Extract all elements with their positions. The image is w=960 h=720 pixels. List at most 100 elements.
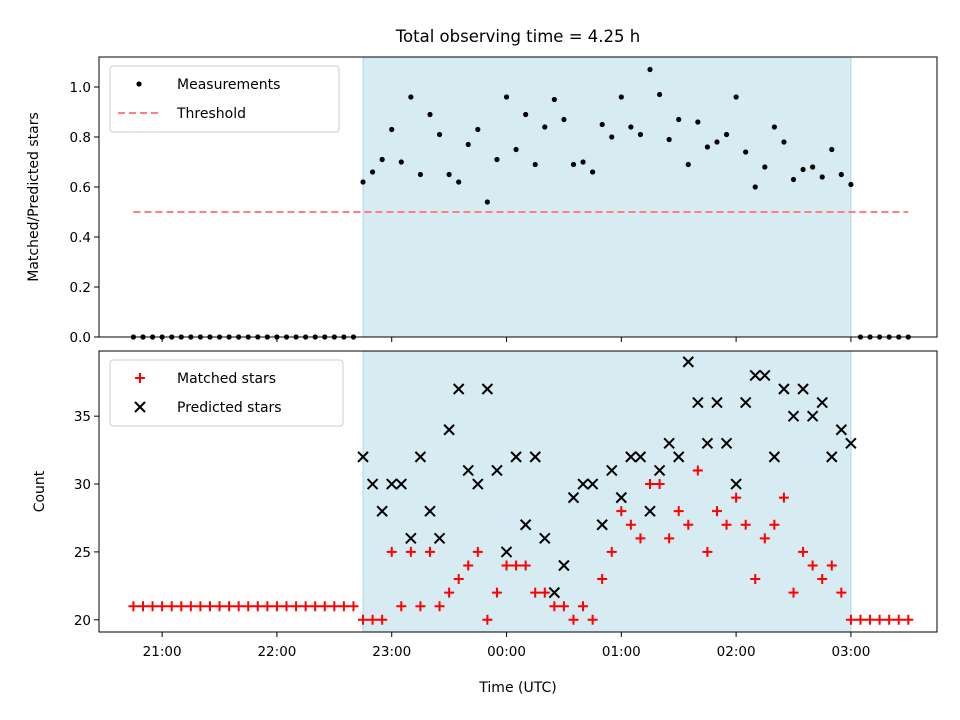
legend-box	[109, 65, 340, 133]
matched-star-point	[769, 519, 780, 530]
measurement-point	[637, 131, 644, 138]
legend-label: Matched stars	[177, 371, 276, 387]
predicted-star-point	[596, 519, 608, 531]
predicted-star-point	[433, 532, 446, 545]
matched-star-point	[874, 614, 885, 625]
matched-star-point	[597, 574, 608, 585]
matched-star-point	[903, 614, 914, 625]
matched-star-point	[424, 546, 435, 557]
x-tick-label: 02:00	[717, 644, 756, 660]
measurement-point	[379, 156, 385, 163]
predicted-star-point	[472, 478, 484, 490]
measurement-point	[590, 169, 596, 175]
matched-star-point	[128, 601, 139, 612]
matched-star-point	[855, 614, 866, 625]
predicted-star-point	[414, 451, 427, 463]
predicted-star-point	[443, 424, 455, 436]
matched-star-point	[692, 465, 703, 476]
x-tick-label: 01:00	[602, 644, 641, 660]
predicted-star-point	[376, 505, 388, 517]
matched-star-point	[807, 560, 818, 571]
count-markers	[128, 356, 914, 625]
matched-star-point	[386, 546, 397, 557]
predicted-star-point	[711, 396, 723, 409]
predicted-star-point	[787, 410, 800, 422]
measurement-point	[561, 116, 567, 123]
measurement-point	[790, 176, 797, 183]
measurement-point	[398, 159, 404, 165]
predicted-star-point	[539, 532, 551, 545]
matched-star-point	[252, 601, 263, 612]
top-legend: Measurements Threshold	[109, 65, 340, 133]
predicted-star-point	[481, 383, 494, 395]
top-y-axis-label: Matched/Predicted stars	[26, 112, 42, 282]
legend-label: Threshold	[176, 106, 246, 122]
matched-star-point	[224, 601, 235, 612]
measurement-point	[494, 156, 500, 163]
measurement-point	[570, 161, 577, 168]
matched-star-point	[405, 546, 416, 557]
predicted-star-point	[510, 451, 522, 463]
matched-star-point	[377, 614, 388, 625]
predicted-star-point	[797, 383, 809, 395]
matched-star-point	[683, 519, 694, 530]
y-tick-label: 1.0	[70, 80, 91, 96]
top-y-ticks: 0.0 0.2 0.4 0.6 0.8 1.0	[70, 80, 99, 346]
matched-star-point	[233, 601, 244, 612]
measurement-point	[542, 124, 548, 130]
observing-span-bottom	[362, 350, 852, 633]
measurement-point	[503, 94, 510, 100]
predicted-star-point	[826, 451, 838, 463]
legend-label: Measurements	[177, 77, 280, 93]
y-tick-label: 30	[74, 477, 91, 493]
matched-star-point	[702, 546, 713, 557]
measurement-point	[762, 164, 768, 170]
y-tick-label: 0.2	[70, 280, 91, 296]
predicted-star-point	[701, 437, 714, 450]
measurement-point	[685, 161, 691, 168]
measurement-point	[408, 94, 414, 100]
measurement-point	[733, 94, 739, 100]
predicted-star-point	[778, 383, 790, 395]
matched-star-point	[329, 601, 340, 612]
matched-star-point	[491, 587, 502, 598]
matched-star-point	[415, 601, 426, 612]
legend-matched-marker	[135, 373, 145, 383]
matched-star-point	[185, 601, 196, 612]
matched-star-point	[348, 601, 359, 612]
predicted-star-point	[567, 491, 580, 504]
bottom-x-ticks: 21:00 22:00 23:00 00:00 01:00 02:00 03:00	[143, 632, 870, 660]
matched-star-point	[501, 560, 512, 571]
predicted-star-point	[586, 478, 599, 490]
predicted-star-point	[462, 464, 474, 477]
matched-star-point	[271, 601, 282, 612]
predicted-star-point	[663, 437, 675, 450]
measurement-point	[609, 134, 615, 140]
measurement-point	[436, 131, 443, 138]
predicted-star-point	[615, 491, 628, 504]
predicted-star-point	[519, 519, 532, 531]
predicted-star-point	[452, 383, 465, 395]
measurement-point	[417, 171, 424, 178]
chart-title: Total observing time = 4.25 h	[395, 27, 640, 46]
measurement-point	[618, 94, 624, 100]
predicted-star-point	[395, 478, 407, 490]
predicted-star-point	[405, 532, 417, 545]
y-tick-label: 25	[74, 545, 91, 561]
matched-star-point	[836, 587, 847, 598]
matched-star-point	[463, 560, 474, 571]
measurement-point	[704, 144, 711, 150]
measurement-point	[819, 174, 825, 180]
y-tick-label: 0.6	[70, 180, 91, 196]
measurement-point	[666, 136, 672, 143]
matched-star-point	[138, 601, 149, 612]
matched-star-point	[539, 587, 550, 598]
matched-star-point	[195, 601, 206, 612]
y-tick-label: 35	[74, 409, 91, 425]
matched-star-point	[520, 560, 531, 571]
bottom-y-axis-label: Count	[32, 470, 48, 512]
measurement-point	[532, 161, 538, 168]
matched-star-point	[530, 587, 541, 598]
measurement-point	[369, 169, 376, 175]
matched-star-point	[740, 519, 751, 530]
